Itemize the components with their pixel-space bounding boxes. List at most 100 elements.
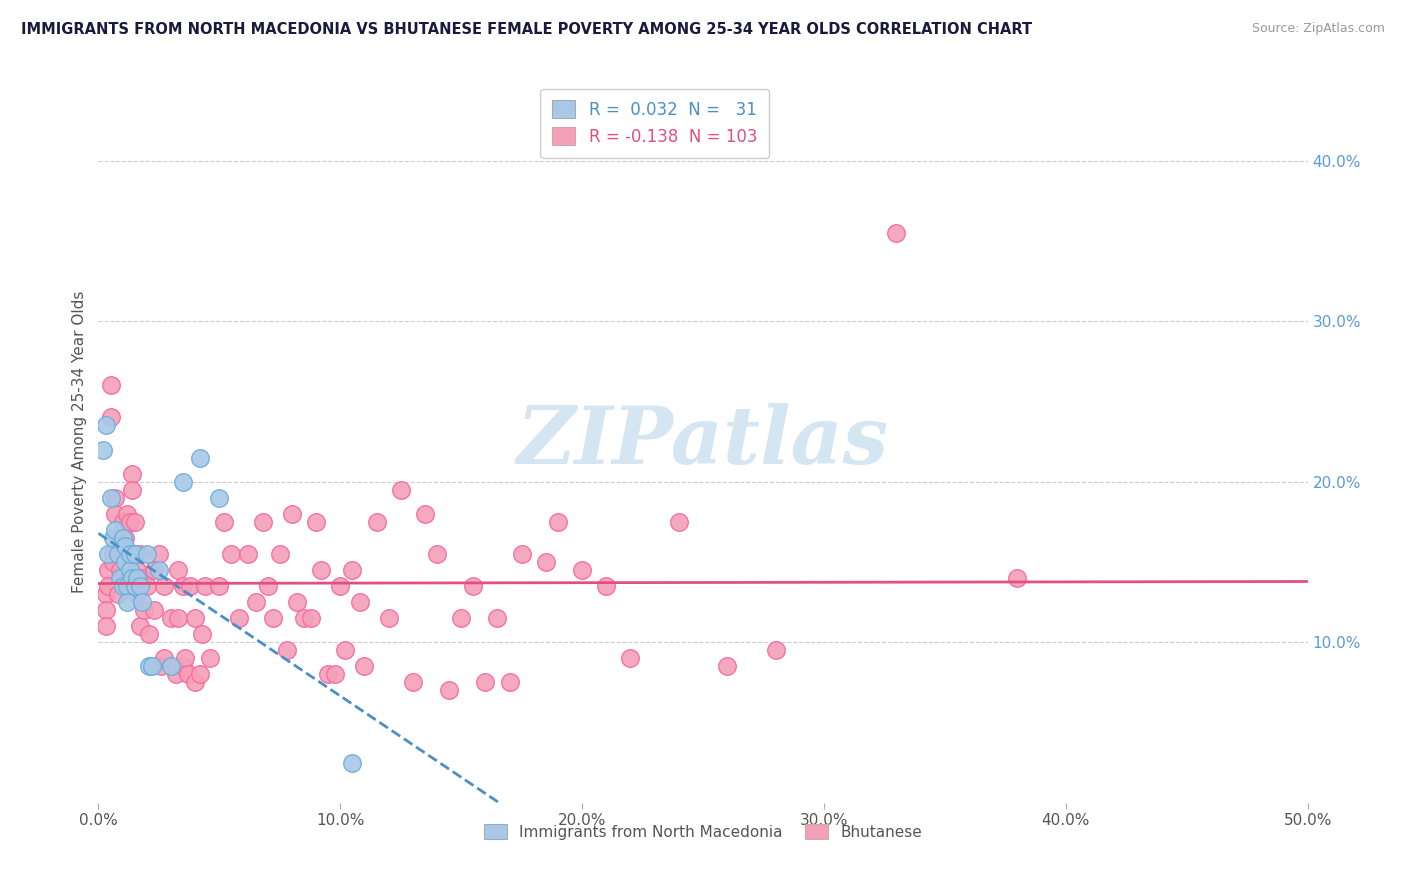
Point bbox=[228, 611, 250, 625]
Point bbox=[104, 491, 127, 505]
Point bbox=[269, 547, 291, 561]
Point bbox=[97, 547, 120, 561]
Point bbox=[94, 418, 117, 433]
Point bbox=[716, 659, 738, 673]
Point bbox=[118, 547, 141, 561]
Point bbox=[111, 579, 134, 593]
Point bbox=[117, 507, 139, 521]
Point bbox=[179, 579, 201, 593]
Point bbox=[167, 563, 190, 577]
Point bbox=[886, 226, 908, 240]
Point bbox=[111, 531, 134, 545]
Point bbox=[329, 579, 352, 593]
Point bbox=[198, 651, 221, 665]
Point bbox=[138, 659, 160, 673]
Point bbox=[94, 587, 117, 601]
Point bbox=[107, 547, 129, 561]
Point bbox=[474, 675, 496, 690]
Point bbox=[134, 603, 156, 617]
Point bbox=[402, 675, 425, 690]
Point bbox=[342, 563, 364, 577]
Point bbox=[121, 571, 143, 585]
Point bbox=[285, 595, 308, 609]
Point bbox=[118, 563, 141, 577]
Point bbox=[165, 667, 187, 681]
Point bbox=[413, 507, 436, 521]
Point bbox=[342, 756, 364, 770]
Point bbox=[143, 563, 166, 577]
Point bbox=[138, 627, 160, 641]
Point bbox=[316, 667, 339, 681]
Point bbox=[117, 595, 139, 609]
Text: Source: ZipAtlas.com: Source: ZipAtlas.com bbox=[1251, 22, 1385, 36]
Legend: Immigrants from North Macedonia, Bhutanese: Immigrants from North Macedonia, Bhutane… bbox=[478, 818, 928, 846]
Point bbox=[276, 643, 298, 657]
Point bbox=[114, 555, 136, 569]
Point bbox=[101, 555, 124, 569]
Point bbox=[299, 611, 322, 625]
Point bbox=[128, 619, 150, 633]
Point bbox=[148, 563, 170, 577]
Point bbox=[450, 611, 472, 625]
Point bbox=[325, 667, 347, 681]
Point bbox=[107, 531, 129, 545]
Point bbox=[595, 579, 617, 593]
Point bbox=[128, 547, 150, 561]
Point bbox=[245, 595, 267, 609]
Point bbox=[221, 547, 243, 561]
Point bbox=[94, 603, 117, 617]
Point bbox=[111, 515, 134, 529]
Point bbox=[117, 579, 139, 593]
Point bbox=[765, 643, 787, 657]
Point bbox=[208, 491, 231, 505]
Point bbox=[124, 579, 146, 593]
Point bbox=[118, 547, 141, 561]
Point bbox=[172, 659, 194, 673]
Point bbox=[184, 675, 207, 690]
Point bbox=[208, 579, 231, 593]
Point bbox=[100, 410, 122, 425]
Point bbox=[101, 531, 124, 545]
Point bbox=[256, 579, 278, 593]
Point bbox=[152, 579, 174, 593]
Point bbox=[94, 619, 117, 633]
Point bbox=[349, 595, 371, 609]
Point bbox=[104, 523, 127, 537]
Point bbox=[108, 547, 131, 561]
Point bbox=[104, 507, 127, 521]
Point bbox=[498, 675, 520, 690]
Point bbox=[127, 571, 149, 585]
Point bbox=[101, 547, 124, 561]
Point bbox=[174, 651, 197, 665]
Point bbox=[152, 651, 174, 665]
Point bbox=[160, 611, 183, 625]
Point bbox=[238, 547, 260, 561]
Point bbox=[111, 571, 134, 585]
Point bbox=[366, 515, 388, 529]
Point bbox=[619, 651, 641, 665]
Point bbox=[124, 547, 146, 561]
Point bbox=[486, 611, 509, 625]
Point bbox=[377, 611, 399, 625]
Point bbox=[107, 587, 129, 601]
Point bbox=[191, 627, 214, 641]
Point bbox=[131, 571, 153, 585]
Point bbox=[127, 587, 149, 601]
Point bbox=[143, 603, 166, 617]
Point bbox=[194, 579, 217, 593]
Point bbox=[172, 475, 194, 489]
Point bbox=[127, 563, 149, 577]
Point bbox=[437, 683, 460, 698]
Point bbox=[108, 571, 131, 585]
Point bbox=[534, 555, 557, 569]
Point bbox=[108, 563, 131, 577]
Text: ZIPatlas: ZIPatlas bbox=[517, 403, 889, 480]
Point bbox=[1007, 571, 1029, 585]
Point bbox=[131, 595, 153, 609]
Point bbox=[167, 611, 190, 625]
Point bbox=[188, 667, 211, 681]
Point bbox=[118, 515, 141, 529]
Point bbox=[91, 442, 114, 457]
Point bbox=[177, 667, 200, 681]
Point bbox=[100, 378, 122, 392]
